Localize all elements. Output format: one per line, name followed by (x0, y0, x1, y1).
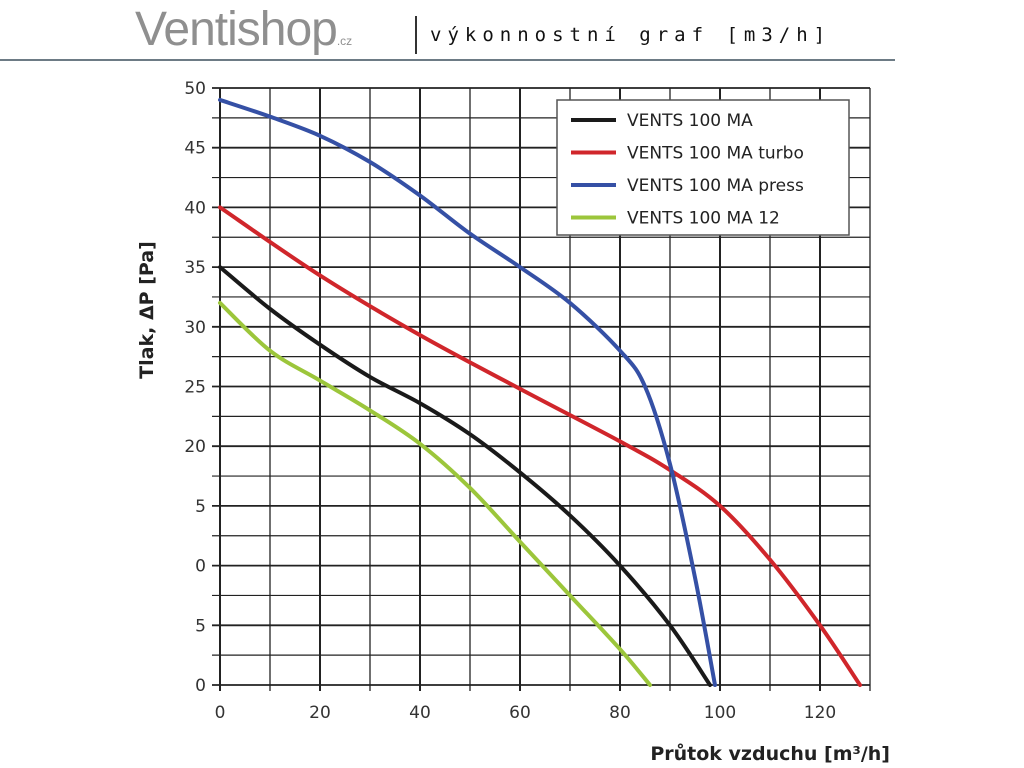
header-separator (415, 16, 417, 54)
y-tick-label: 20 (184, 437, 206, 457)
y-tick-label: 45 (184, 139, 206, 159)
x-tick-label: 0 (215, 703, 226, 723)
x-tick-label: 20 (309, 703, 331, 723)
y-tick-label: 5 (195, 616, 206, 636)
legend-box (556, 99, 850, 236)
brand-logo: Ventishop.cz (135, 3, 353, 56)
y-tick-label: 40 (184, 198, 206, 218)
chart-title: výkonnostní graf [m3/h] (430, 24, 832, 46)
legend-label: VENTS 100 MA (627, 111, 753, 131)
x-tick-label: 60 (509, 703, 531, 723)
series-line-vents-100-ma-turbo (218, 205, 862, 687)
x-axis-label: Průtok vzduchu [m³/h] (650, 742, 890, 765)
y-tick-label: 50 (184, 79, 206, 99)
y-tick-label: 35 (184, 258, 206, 278)
y-tick-label: 30 (184, 318, 206, 338)
legend: VENTS 100 MA VENTS 100 MA turbo VENTS 100 … (556, 99, 850, 236)
x-tick-label: 40 (409, 703, 431, 723)
y-tick-label: 0 (195, 557, 206, 577)
series-line-vents-100-ma-press (218, 97, 717, 687)
series-lines (218, 97, 862, 687)
legend-label: VENTS 100 MA press (627, 176, 804, 196)
y-axis-label: Tlak, ΔP [Pa] (136, 241, 158, 379)
y-tick-label: 5 (195, 497, 206, 517)
legend-label: VENTS 100 MA 12 (627, 209, 780, 229)
y-tick-label: 0 (195, 676, 206, 696)
legend-label: VENTS 100 MA turbo (627, 144, 804, 164)
series-line-vents-100-ma (218, 265, 712, 687)
header-divider (0, 59, 895, 61)
x-tick-label: 120 (804, 703, 836, 723)
y-tick-label: 25 (184, 378, 206, 398)
series-line-vents-100-ma-12 (218, 300, 652, 687)
x-tick-label: 100 (704, 703, 736, 723)
x-tick-label: 80 (609, 703, 631, 723)
